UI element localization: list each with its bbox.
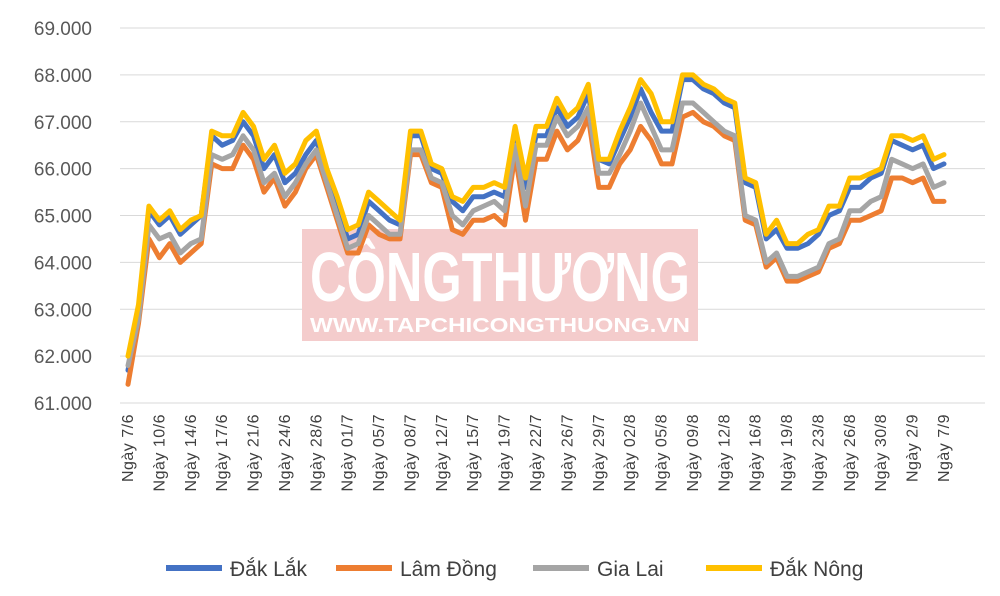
x-tick-label: Ngày 12/7 [434,414,451,491]
x-tick-label: Ngày 14/6 [183,414,200,491]
watermark-brand: CÔNGTHƯƠNG [310,237,690,316]
x-tick-label: Ngày 19/8 [779,414,796,491]
legend-label: Gia Lai [597,558,664,581]
x-axis: Ngày 7/6 Ngày 10/6 Ngày 14/6 Ngày 17/6 Ngày … [120,414,953,491]
x-tick-label: Ngày 12/8 [716,414,733,491]
x-tick-label: Ngày 19/7 [497,414,514,491]
watermark: CÔNGTHƯƠNG WWW.TAPCHICONGTHUONG.VN [302,229,698,341]
y-tick-label: 64.000 [34,253,92,274]
series-line [125,100,947,368]
y-tick-label: 65.000 [34,207,92,228]
y-tick-label: 61.000 [34,394,92,415]
x-tick-label: Ngày 21/6 [246,414,263,491]
y-tick-label: 69.000 [34,19,92,40]
y-axis: 61.000 62.000 63.000 64.000 65.000 66.000 67.0… [34,19,92,415]
x-tick-label: Ngày 24/6 [277,414,294,491]
watermark-url: WWW.TAPCHICONGTHUONG.VN [310,315,690,337]
series-line [125,72,947,359]
x-tick-label: Ngày 28/6 [308,414,325,491]
x-tick-label: Ngày 26/7 [559,414,576,491]
y-tick-label: 67.000 [34,113,92,134]
watermark-box [302,229,698,341]
legend-label: Đắk Nông [770,558,863,581]
legend-label: Lâm Đồng [400,558,497,581]
x-tick-label: Ngày 15/7 [465,414,482,491]
x-tick-label: Ngày 7/9 [936,414,953,482]
x-tick-label: Ngày 16/8 [748,414,765,491]
x-tick-label: Ngày 23/8 [810,414,827,491]
y-tick-label: 62.000 [34,347,92,368]
x-tick-label: Ngày 29/7 [591,414,608,491]
series-lines [125,72,947,387]
x-tick-label: Ngày 2/9 [905,414,922,482]
y-tick-label: 63.000 [34,300,92,321]
x-tick-label: Ngày 05/7 [371,414,388,491]
x-tick-label: Ngày 7/6 [120,414,137,482]
x-tick-label: Ngày 30/8 [873,414,890,491]
y-tick-label: 66.000 [34,160,92,181]
x-tick-label: Ngày 09/8 [685,414,702,491]
grid [120,27,985,404]
x-tick-label: Ngày 02/8 [622,414,639,491]
x-tick-label: Ngày 05/8 [654,414,671,491]
y-tick-label: 68.000 [34,66,92,87]
x-tick-label: Ngày 08/7 [402,414,419,491]
x-tick-label: Ngày 10/6 [151,414,168,491]
x-tick-label: Ngày 01/7 [340,414,357,491]
x-tick-label: Ngày 17/6 [214,414,231,491]
x-tick-label: Ngày 26/8 [842,414,859,491]
legend-label: Đắk Lắk [230,558,308,581]
legend: Đắk Lắk Lâm Đồng Gia Lai Đắk Nông [166,558,863,581]
x-tick-label: Ngày 22/7 [528,414,545,491]
